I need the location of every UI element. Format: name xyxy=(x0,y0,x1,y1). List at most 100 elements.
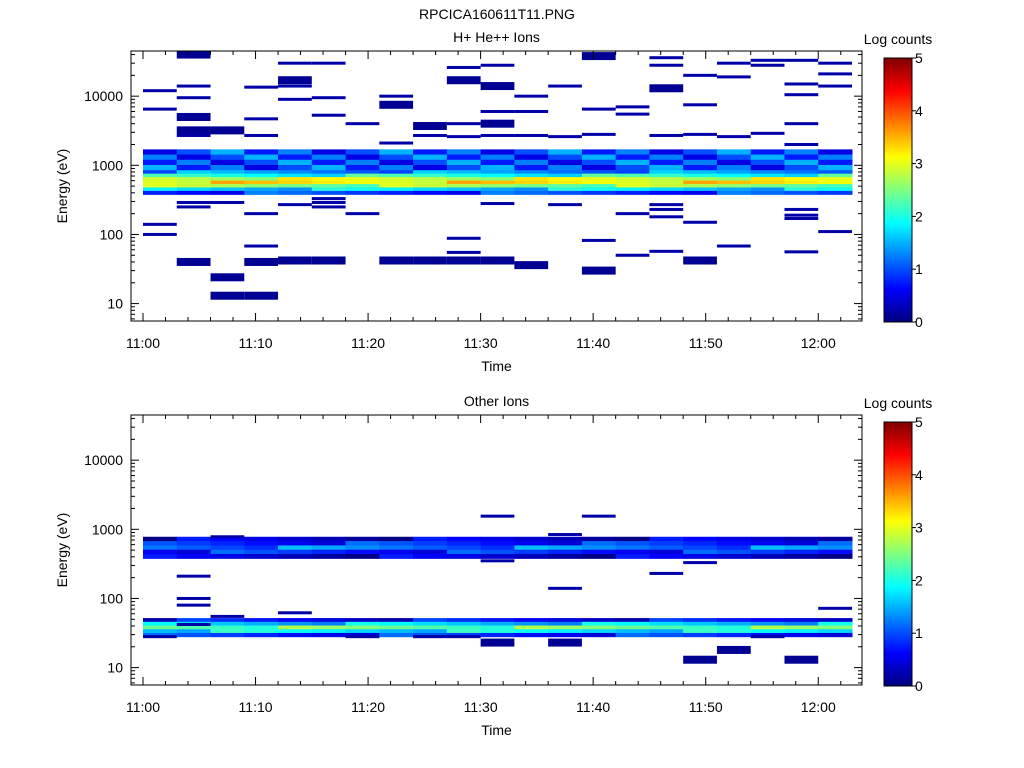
band-cell xyxy=(683,187,718,192)
band-cell xyxy=(311,164,347,171)
band-cell xyxy=(581,545,617,551)
count-cell xyxy=(176,257,211,266)
band-cell xyxy=(514,625,549,630)
band-cell xyxy=(548,536,583,542)
band-cell xyxy=(311,183,347,188)
band-cell xyxy=(716,554,752,559)
band-cell xyxy=(615,180,650,185)
x-tick-label: 11:10 xyxy=(239,335,273,351)
band-cell xyxy=(278,154,313,161)
band-cell xyxy=(244,164,279,171)
band-cell xyxy=(716,549,752,555)
band-cell xyxy=(514,177,549,182)
band-cell xyxy=(581,554,617,559)
band-cell xyxy=(581,625,617,630)
band-cell xyxy=(784,554,819,559)
count-cell xyxy=(784,250,819,254)
colorbar-tick-label: 5 xyxy=(915,50,923,66)
band-cell xyxy=(413,164,448,171)
band-cell xyxy=(446,541,482,546)
band-cell xyxy=(683,632,718,638)
count-cell xyxy=(446,76,481,85)
count-cell xyxy=(480,82,515,91)
band-cell xyxy=(784,629,819,634)
band-cell xyxy=(649,554,684,559)
band-cell xyxy=(750,541,785,546)
count-cell xyxy=(615,112,650,116)
count-cell xyxy=(716,75,751,79)
band-cell xyxy=(683,621,718,627)
y-tick-label: 10 xyxy=(107,660,123,676)
band-cell xyxy=(446,187,482,192)
band-cell xyxy=(581,618,617,623)
count-cell xyxy=(446,122,481,126)
band-cell xyxy=(244,549,279,555)
count-cell xyxy=(649,84,684,93)
band-cell xyxy=(480,632,515,638)
band-cell xyxy=(379,621,414,627)
band-cell xyxy=(143,554,178,559)
band-cell xyxy=(143,536,178,542)
band-cell xyxy=(278,629,313,634)
band-cell xyxy=(784,190,819,195)
heatmap-cells xyxy=(143,514,853,664)
count-cell xyxy=(345,635,380,639)
band-cell xyxy=(446,177,482,182)
band-cell xyxy=(278,545,313,551)
band-cell xyxy=(784,177,819,182)
band-cell xyxy=(379,159,414,166)
x-tick-label: 11:30 xyxy=(464,335,498,351)
band-cell xyxy=(278,170,313,175)
band-cell xyxy=(345,164,380,171)
band-cell xyxy=(716,545,752,551)
band-cell xyxy=(649,545,684,551)
band-cell xyxy=(514,159,549,166)
band-cell xyxy=(379,618,414,623)
band-cell xyxy=(683,541,718,546)
count-cell xyxy=(244,212,279,216)
band-cell xyxy=(143,170,178,175)
count-cell xyxy=(716,645,751,654)
band-cell xyxy=(176,187,212,192)
band-cell xyxy=(379,173,414,178)
band-cell xyxy=(480,177,515,182)
band-cell xyxy=(345,632,380,638)
band-cell xyxy=(210,621,245,627)
count-cell xyxy=(176,574,211,578)
band-cell xyxy=(413,180,448,185)
count-cell xyxy=(683,73,717,77)
band-cell xyxy=(750,632,785,638)
band-cell xyxy=(446,625,482,630)
count-cell xyxy=(683,132,717,136)
count-cell xyxy=(176,200,211,204)
band-cell xyxy=(716,177,752,182)
count-cell xyxy=(413,256,447,265)
band-cell xyxy=(548,545,583,551)
band-cell xyxy=(345,159,380,166)
band-cell xyxy=(480,190,515,195)
count-cell xyxy=(278,256,312,265)
band-cell xyxy=(210,154,245,161)
band-cell xyxy=(379,629,414,634)
band-cell xyxy=(514,536,549,542)
band-cell xyxy=(784,625,819,630)
band-cell xyxy=(278,177,313,182)
band-cell xyxy=(784,187,819,192)
band-cell xyxy=(480,170,515,175)
count-cell xyxy=(176,84,211,88)
band-cell xyxy=(818,170,853,175)
band-cell xyxy=(278,621,313,627)
band-cell xyxy=(345,545,380,551)
count-cell xyxy=(379,100,414,109)
band-cell xyxy=(143,618,178,623)
count-cell xyxy=(683,655,717,664)
band-cell xyxy=(548,173,583,178)
band-cell xyxy=(548,632,583,638)
count-cell xyxy=(750,131,785,135)
band-cell xyxy=(311,159,347,166)
band-cell xyxy=(649,149,684,156)
count-cell xyxy=(210,291,245,300)
band-cell xyxy=(311,190,347,195)
band-cell xyxy=(311,541,347,546)
band-cell xyxy=(615,545,650,551)
